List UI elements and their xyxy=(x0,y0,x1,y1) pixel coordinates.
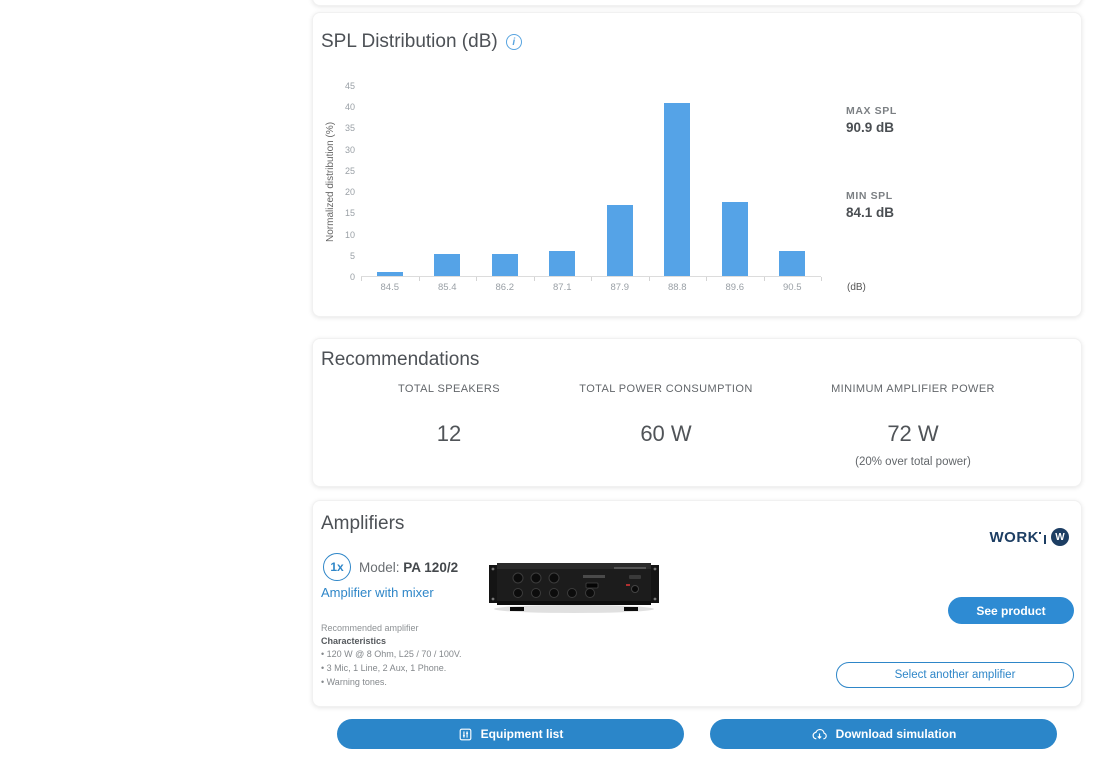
amplifier-product-image xyxy=(489,563,659,613)
x-axis-unit-label: (dB) xyxy=(847,282,866,293)
x-axis-tick-label: 90.5 xyxy=(783,282,802,293)
bar-87.1 xyxy=(549,251,576,276)
x-axis-boundary-tick xyxy=(821,277,822,281)
y-axis-tick-label: 45 xyxy=(344,81,355,91)
x-axis-boundary-tick xyxy=(418,277,420,281)
x-axis-boundary-tick xyxy=(648,277,650,281)
bar-90.5 xyxy=(779,251,806,276)
stat-label: TOTAL POWER CONSUMPTION xyxy=(579,383,753,395)
spl-card-header: SPL Distribution (dB) i xyxy=(321,31,522,53)
y-axis-tick-label: 15 xyxy=(344,208,355,219)
amplifiers-title: Amplifiers xyxy=(321,513,405,534)
x-axis-tick-label: 86.2 xyxy=(495,282,515,293)
x-axis-tick-label: 89.6 xyxy=(725,282,745,293)
x-axis-boundary-tick xyxy=(533,277,535,281)
characteristics-label: Characteristics xyxy=(321,636,387,646)
stat-label: MINIMUM AMPLIFIER POWER xyxy=(831,383,995,395)
amplifier-quantity-badge: 1x xyxy=(323,553,351,581)
stat-value: 60 W xyxy=(640,421,692,446)
bar-88.8 xyxy=(664,103,691,276)
download-simulation-label: Download simulation xyxy=(835,727,957,741)
x-axis-boundary-tick xyxy=(476,277,477,281)
x-axis-boundary-tick xyxy=(706,277,707,281)
brand-logo-bar xyxy=(1044,534,1046,544)
x-axis-tick-label: 88.8 xyxy=(668,282,687,293)
brand-logo-badge: W xyxy=(1051,528,1069,546)
bar-85.4 xyxy=(434,253,461,276)
amplifier-model-line: Model: PA 120/2 xyxy=(359,560,458,575)
stat-min-amp-power: MINIMUM AMPLIFIER POWER 72 W (20% over t… xyxy=(793,383,1033,468)
characteristic-item: • 3 Mic, 1 Line, 2 Aux, 1 Phone. xyxy=(321,663,447,673)
x-axis-boundary-tick xyxy=(591,277,592,281)
y-axis-tick-label: 5 xyxy=(349,250,355,261)
previous-card-bottom-edge xyxy=(312,0,1082,6)
min-spl-value: 84.1 dB xyxy=(846,205,895,220)
bar-86.2 xyxy=(491,253,518,276)
y-axis-tick-label: 40 xyxy=(344,102,355,113)
cloud-download-icon xyxy=(812,728,827,739)
max-spl-label: MAX SPL xyxy=(846,105,897,117)
amplifiers-card: Amplifiers WORK W 1x Model: PA 120/2 Amp… xyxy=(312,500,1082,707)
download-simulation-button[interactable]: Download simulation xyxy=(710,719,1057,749)
spl-card-title: SPL Distribution (dB) xyxy=(321,31,498,52)
characteristic-item: • Warning tones. xyxy=(321,677,387,687)
y-axis-tick-label: 0 xyxy=(349,272,355,282)
stat-label: TOTAL SPEAKERS xyxy=(398,383,500,395)
equipment-list-icon xyxy=(459,728,472,740)
y-axis-tick-label: 35 xyxy=(344,123,355,134)
bar-87.9 xyxy=(606,204,633,276)
stat-value: 72 W xyxy=(887,421,939,446)
y-axis-tick-label: 30 xyxy=(344,144,355,155)
info-icon[interactable]: i xyxy=(505,34,522,50)
see-product-button[interactable]: See product xyxy=(948,597,1074,624)
select-another-amplifier-button[interactable]: Select another amplifier xyxy=(836,662,1074,688)
recommendations-title: Recommendations xyxy=(321,349,480,370)
stat-value: 12 xyxy=(436,421,462,446)
characteristics-list: • 120 W @ 8 Ohm, L25 / 70 / 100V. • 3 Mi… xyxy=(321,647,462,689)
bar-89.6 xyxy=(721,202,748,276)
min-spl-label: MIN SPL xyxy=(846,190,893,202)
recommendations-card: Recommendations TOTAL SPEAKERS 12 TOTAL … xyxy=(312,338,1082,487)
stat-total-speakers: TOTAL SPEAKERS 12 xyxy=(329,383,569,447)
y-axis-tick-label: 20 xyxy=(344,187,355,198)
equipment-list-button[interactable]: Equipment list xyxy=(337,719,684,749)
model-value: PA 120/2 xyxy=(403,560,459,575)
amplifier-type-link[interactable]: Amplifier with mixer xyxy=(321,585,434,600)
stat-total-power: TOTAL POWER CONSUMPTION 60 W xyxy=(546,383,786,447)
y-axis-title: Normalized distribution (%) xyxy=(325,121,336,242)
brand-wordmark: WORK xyxy=(989,528,1039,546)
x-axis-tick-label: 87.1 xyxy=(553,282,572,293)
x-axis-boundary-tick xyxy=(361,277,362,281)
x-axis-tick-label: 85.4 xyxy=(438,282,457,293)
x-axis-boundary-tick xyxy=(763,277,765,281)
characteristic-item: • 120 W @ 8 Ohm, L25 / 70 / 100V. xyxy=(321,649,462,659)
max-spl-value: 90.9 dB xyxy=(846,120,895,135)
spl-distribution-card: SPL Distribution (dB) i Normalized distr… xyxy=(312,12,1082,317)
model-label: Model: xyxy=(359,560,400,575)
bar-84.5 xyxy=(376,271,403,276)
x-axis-tick-label: 87.9 xyxy=(610,282,630,293)
x-axis-tick-label: 84.5 xyxy=(380,282,400,293)
equipment-list-label: Equipment list xyxy=(480,727,564,741)
y-axis-tick-label: 25 xyxy=(344,165,355,176)
recommended-amplifier-note: Recommended amplifier xyxy=(321,623,419,633)
y-axis-tick-label: 10 xyxy=(344,229,355,240)
bar-chart-plot-area: 84.5 85.4 86.2 87.1 87.9 88.8 89.6 90.5 xyxy=(361,86,822,293)
stat-note: (20% over total power) xyxy=(855,456,971,468)
brand-logo-dot xyxy=(1039,532,1041,534)
brand-logo: WORK W xyxy=(989,528,1069,546)
